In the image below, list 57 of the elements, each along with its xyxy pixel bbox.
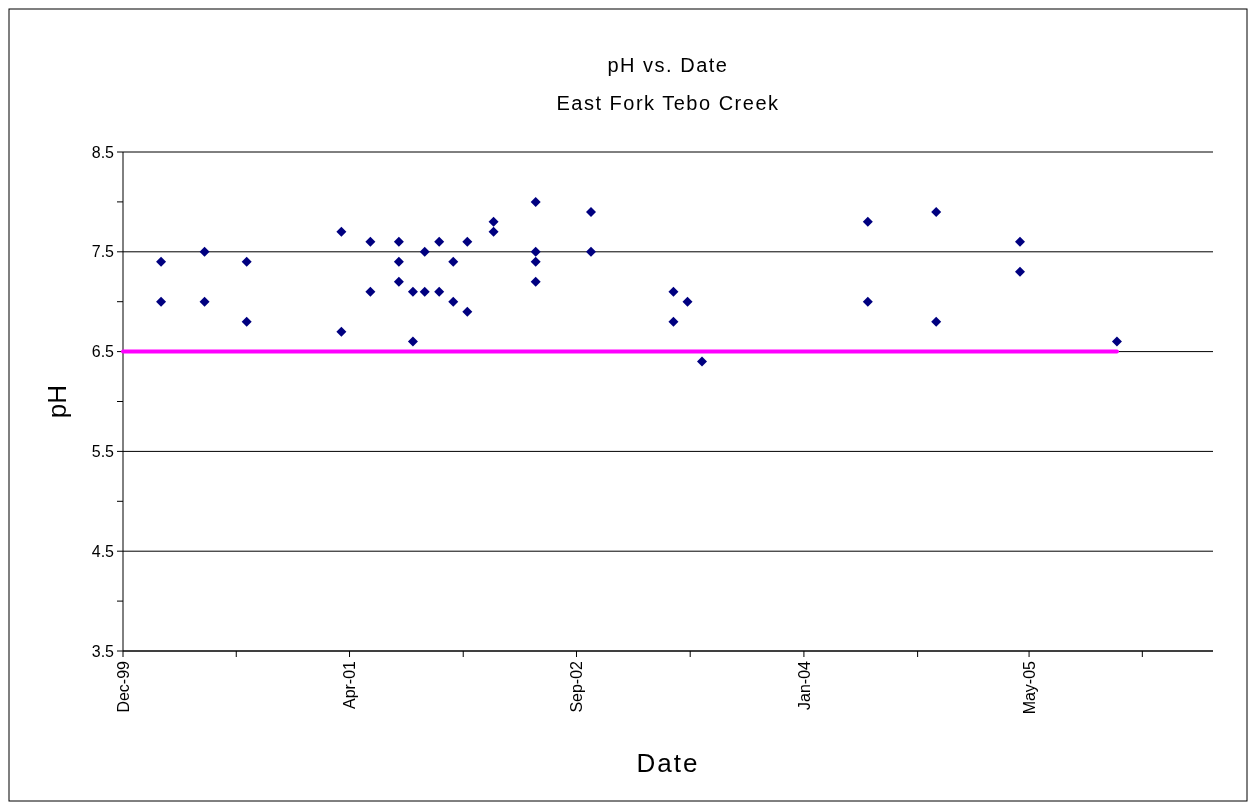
point (434, 286, 445, 297)
point (696, 356, 707, 367)
x-tick-label: Dec-99 (114, 660, 132, 713)
chart-subtitle: East Fork Tebo Creek (556, 92, 780, 114)
x-tick-label: Apr-01 (341, 660, 359, 710)
point (393, 276, 404, 287)
point (488, 226, 499, 237)
point (434, 236, 445, 247)
point (448, 256, 459, 267)
x-tick-label: Sep-02 (568, 660, 586, 713)
point (241, 256, 252, 267)
point (1111, 336, 1122, 347)
point (241, 316, 252, 327)
point (931, 206, 942, 217)
point (156, 256, 167, 267)
chart-title: pH vs. Date (607, 54, 729, 76)
point (419, 246, 430, 257)
point (365, 286, 376, 297)
point (668, 286, 679, 297)
point (365, 236, 376, 247)
y-tick-label: 3.5 (91, 642, 115, 660)
point (1015, 236, 1026, 247)
point (488, 216, 499, 227)
point (336, 226, 347, 237)
point (530, 246, 541, 257)
point (1015, 266, 1026, 277)
x-tick-label: Jan-04 (795, 660, 813, 710)
point (931, 316, 942, 327)
point (393, 236, 404, 247)
point (199, 246, 210, 257)
point (393, 256, 404, 267)
point (462, 306, 473, 317)
y-tick-label: 6.5 (91, 343, 115, 361)
y-tick-label: 5.5 (91, 443, 115, 460)
x-tick-label: May-05 (1020, 660, 1038, 715)
point (585, 246, 596, 257)
point (407, 336, 418, 347)
y-tick-label: 4.5 (91, 542, 115, 560)
point (530, 276, 541, 287)
point (862, 216, 873, 227)
point (419, 286, 430, 297)
y-axis-title: pH (42, 384, 72, 419)
point (199, 296, 210, 307)
point (462, 236, 473, 247)
point (585, 206, 596, 217)
point (156, 296, 167, 307)
point (448, 296, 459, 307)
point (668, 316, 679, 327)
point (336, 326, 347, 337)
y-tick-label: 8.5 (91, 143, 115, 161)
point (530, 196, 541, 207)
point (682, 296, 693, 307)
y-tick-label: 7.5 (91, 243, 115, 261)
x-axis-title: Date (636, 748, 700, 778)
point (407, 286, 418, 297)
point (862, 296, 873, 307)
point (530, 256, 541, 267)
